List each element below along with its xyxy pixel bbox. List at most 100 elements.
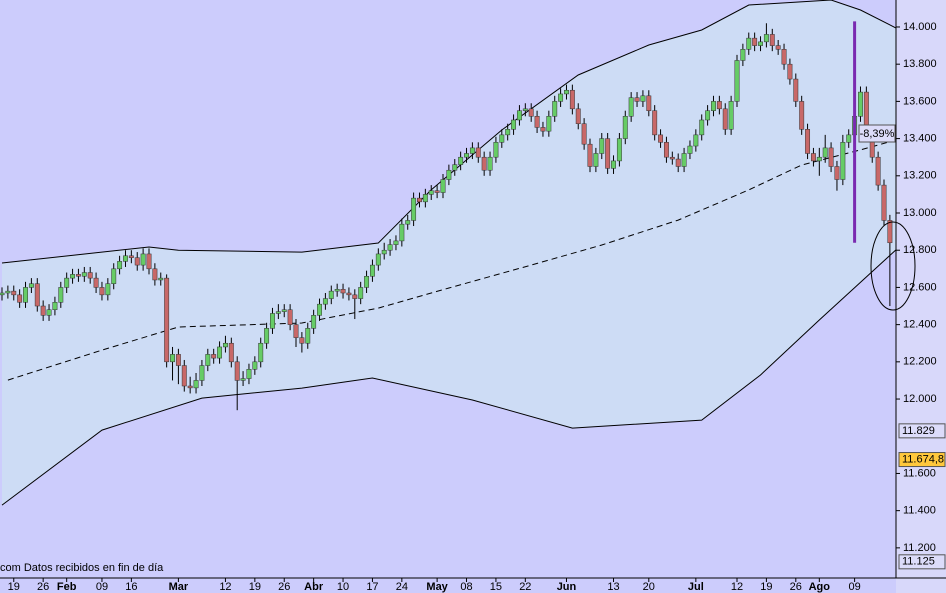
candle-body bbox=[793, 78, 799, 102]
candle-body bbox=[270, 313, 275, 329]
candle-body bbox=[681, 153, 687, 167]
candle-body bbox=[616, 138, 622, 162]
candle-body bbox=[781, 49, 787, 65]
candle-body bbox=[134, 257, 140, 266]
candle-body bbox=[205, 354, 211, 366]
price-tag-box bbox=[898, 423, 946, 439]
candle-body bbox=[493, 142, 499, 158]
x-tick-label: Jun bbox=[557, 581, 577, 593]
footer-note: com Datos recibidos en fin de día bbox=[0, 562, 164, 574]
candle-body bbox=[340, 289, 346, 294]
candle-body bbox=[669, 156, 675, 160]
y-tick-label: 14.000 bbox=[903, 21, 937, 33]
candle-body bbox=[675, 158, 681, 167]
y-tick-label: 13.600 bbox=[903, 95, 937, 107]
candle-body bbox=[475, 147, 481, 158]
candle-body bbox=[722, 108, 728, 130]
candle-body bbox=[687, 145, 693, 154]
candle-body bbox=[46, 309, 52, 316]
candle-body bbox=[752, 37, 758, 46]
candle-body bbox=[64, 277, 70, 288]
candle-body bbox=[775, 45, 781, 50]
candle-body bbox=[246, 369, 252, 379]
candle-body bbox=[705, 110, 711, 121]
candle-body bbox=[446, 169, 452, 180]
x-tick-label: 15 bbox=[490, 581, 502, 593]
candle-body bbox=[264, 328, 270, 344]
candle-body bbox=[834, 166, 840, 180]
candle-body bbox=[199, 365, 205, 381]
candle-body bbox=[663, 142, 669, 158]
candle-body bbox=[399, 223, 405, 242]
y-tick-label: 12.600 bbox=[903, 281, 937, 293]
candle-body bbox=[128, 255, 134, 258]
candle-body bbox=[387, 244, 393, 251]
candle-body bbox=[358, 287, 364, 299]
candle-body bbox=[17, 294, 23, 303]
candle-body bbox=[75, 274, 81, 277]
annotation-box bbox=[858, 124, 896, 143]
y-tick-label: 13.800 bbox=[903, 58, 937, 70]
candle-body bbox=[170, 354, 175, 363]
candle-body bbox=[293, 324, 299, 338]
candle-body bbox=[175, 354, 181, 366]
candle-body bbox=[158, 277, 164, 281]
candle-body bbox=[487, 156, 493, 171]
candle-body bbox=[311, 315, 317, 329]
candle-body bbox=[822, 147, 828, 158]
candle-body bbox=[469, 147, 475, 154]
x-tick-label: Feb bbox=[57, 581, 77, 593]
x-tick-label: 08 bbox=[460, 581, 472, 593]
candle-body bbox=[105, 283, 111, 296]
y-tick-label: 13.200 bbox=[903, 170, 937, 182]
candle-body bbox=[516, 110, 522, 121]
x-tick-label: 12 bbox=[219, 581, 231, 593]
candle-body bbox=[628, 97, 634, 117]
candle-body bbox=[23, 287, 28, 303]
candle-body bbox=[611, 160, 616, 169]
x-tick-label: 22 bbox=[519, 581, 531, 593]
candle-body bbox=[528, 108, 534, 117]
candle-body bbox=[328, 290, 334, 299]
candle-body bbox=[275, 311, 281, 314]
candle-body bbox=[234, 361, 240, 381]
x-tick-label: 24 bbox=[396, 581, 408, 593]
candle-body bbox=[693, 134, 699, 147]
candle-body bbox=[810, 153, 816, 162]
candle-body bbox=[140, 253, 146, 266]
candle-body bbox=[763, 34, 769, 43]
candle-body bbox=[299, 337, 305, 344]
candle-body bbox=[575, 108, 581, 124]
y-tick-label: 11.200 bbox=[903, 542, 936, 554]
upper-line bbox=[1, 0, 897, 264]
candle-body bbox=[40, 305, 46, 316]
candle-body bbox=[411, 197, 417, 221]
price-tag-label: 11.674,8 bbox=[902, 453, 944, 465]
candle-body bbox=[652, 110, 658, 136]
x-tick-label: 13 bbox=[607, 581, 619, 593]
candle-body bbox=[381, 249, 387, 255]
candle-body bbox=[646, 95, 652, 111]
x-tick-label: 19 bbox=[8, 581, 20, 593]
candle-body bbox=[564, 89, 569, 95]
candle-body bbox=[93, 277, 99, 288]
x-tick-label: 10 bbox=[337, 581, 349, 593]
candle-body bbox=[164, 277, 170, 363]
x-tick-label: Jul bbox=[688, 581, 704, 593]
candle-body bbox=[258, 342, 264, 363]
x-tick-label: 26 bbox=[278, 581, 290, 593]
candle-body bbox=[511, 119, 517, 130]
candle-body bbox=[534, 116, 540, 128]
candle-body bbox=[287, 309, 293, 325]
x-tick-label: 26 bbox=[790, 581, 802, 593]
candle-body bbox=[81, 272, 87, 277]
x-tick-label: May bbox=[426, 581, 448, 593]
candle-body bbox=[599, 138, 605, 154]
candle-body bbox=[117, 261, 123, 270]
candle-body bbox=[364, 276, 370, 288]
price-tag-label: 11.829 bbox=[902, 425, 935, 437]
x-tick-label: Ago bbox=[809, 581, 831, 593]
candle-body bbox=[193, 380, 199, 389]
candle-body bbox=[146, 253, 152, 270]
